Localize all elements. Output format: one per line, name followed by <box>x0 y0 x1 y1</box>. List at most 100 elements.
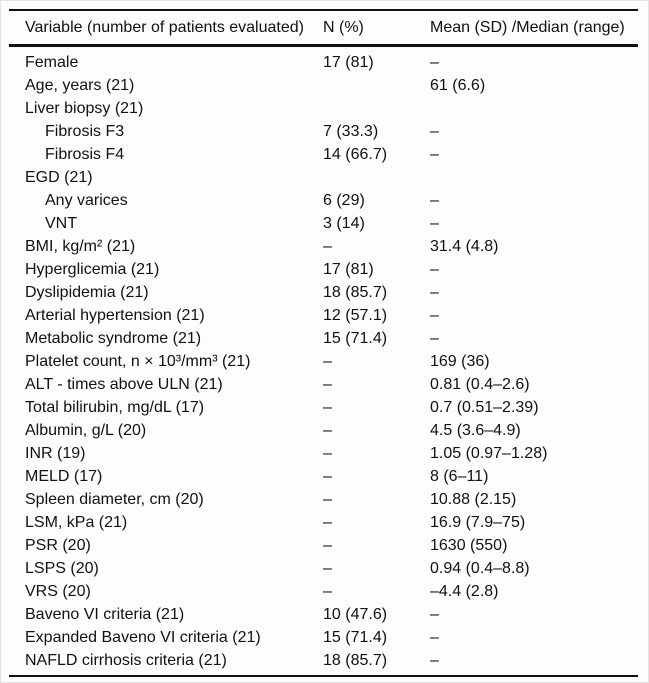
table-row: Female 17 (81) – <box>9 46 638 75</box>
cell-n-percent <box>323 97 430 120</box>
cell-variable: ALT - times above ULN (21) <box>25 376 223 393</box>
patient-characteristics-table: Variable (number of patients evaluated) … <box>9 9 638 677</box>
cell-n-percent: 6 (29) <box>323 192 365 209</box>
table-row: ALT - times above ULN (21) – 0.81 (0.4–2… <box>9 373 638 396</box>
cell-n-percent: 15 (71.4) <box>323 629 388 646</box>
cell-variable: Liver biopsy (21) <box>25 100 144 117</box>
cell-n-percent: – <box>323 468 332 485</box>
cell-mean-median: – <box>430 307 439 324</box>
cell-mean-median: – <box>430 606 439 623</box>
cell-mean-median: – <box>430 123 439 140</box>
table-row: Spleen diameter, cm (20) – 10.88 (2.15) <box>9 488 638 511</box>
cell-n-percent: 7 (33.3) <box>323 123 379 140</box>
cell-mean-median: 61 (6.6) <box>430 77 486 94</box>
cell-variable: Total bilirubin, mg/dL (17) <box>25 399 205 416</box>
cell-variable: Albumin, g/L (20) <box>25 422 147 439</box>
cell-mean-median: 16.9 (7.9–75) <box>430 514 526 531</box>
table-row: PSR (20) – 1630 (550) <box>9 534 638 557</box>
table-row: Hyperglicemia (21) 17 (81) – <box>9 258 638 281</box>
table-header: Variable (number of patients evaluated) … <box>9 10 638 47</box>
cell-n-percent: 18 (85.7) <box>323 652 388 669</box>
cell-variable: Spleen diameter, cm (20) <box>25 491 204 508</box>
cell-mean-median: – <box>430 330 439 347</box>
cell-mean-median: – <box>430 652 439 669</box>
cell-n-percent: – <box>323 376 332 393</box>
table-row: Any varices 6 (29) – <box>9 189 638 212</box>
cell-variable: VNT <box>45 215 77 232</box>
cell-mean-median: – <box>430 284 439 301</box>
cell-mean-median: 1630 (550) <box>430 537 508 554</box>
table-row: VNT 3 (14) – <box>9 212 638 235</box>
cell-mean-median: 0.94 (0.4–8.8) <box>430 560 530 577</box>
table-row: Metabolic syndrome (21) 15 (71.4) – <box>9 327 638 350</box>
table-row: MELD (17) – 8 (6–11) <box>9 465 638 488</box>
cell-mean-median: – <box>430 192 439 209</box>
cell-mean-median <box>430 166 638 189</box>
cell-mean-median: 0.81 (0.4–2.6) <box>430 376 530 393</box>
cell-mean-median: 4.5 (3.6–4.9) <box>430 422 521 439</box>
cell-variable: Fibrosis F3 <box>45 123 125 140</box>
table-row: LSPS (20) – 0.94 (0.4–8.8) <box>9 557 638 580</box>
cell-mean-median: – <box>430 629 439 646</box>
cell-variable: PSR (20) <box>25 537 91 554</box>
table-row: Total bilirubin, mg/dL (17) – 0.7 (0.51–… <box>9 396 638 419</box>
cell-variable: INR (19) <box>25 445 86 462</box>
table-row: VRS (20) – –4.4 (2.8) <box>9 580 638 603</box>
cell-n-percent: 18 (85.7) <box>323 284 388 301</box>
cell-mean-median: – <box>430 54 439 71</box>
cell-n-percent: 15 (71.4) <box>323 330 388 347</box>
cell-n-percent: – <box>323 537 332 554</box>
table-row: BMI, kg/m² (21) – 31.4 (4.8) <box>9 235 638 258</box>
column-header-mean-median: Mean (SD) /Median (range) <box>430 10 638 47</box>
cell-n-percent: 17 (81) <box>323 54 374 71</box>
table-row: INR (19) – 1.05 (0.97–1.28) <box>9 442 638 465</box>
cell-mean-median: 10.88 (2.15) <box>430 491 517 508</box>
cell-variable: Arterial hypertension (21) <box>25 307 205 324</box>
cell-variable: Hyperglicemia (21) <box>25 261 160 278</box>
cell-variable: NAFLD cirrhosis criteria (21) <box>25 652 227 669</box>
cell-n-percent: – <box>323 399 332 416</box>
cell-mean-median: 8 (6–11) <box>430 468 489 485</box>
cell-n-percent: – <box>323 238 332 255</box>
table-row: Platelet count, n × 10³/mm³ (21) – 169 (… <box>9 350 638 373</box>
table-row: Age, years (21) 61 (6.6) <box>9 74 638 97</box>
cell-n-percent: 14 (66.7) <box>323 146 388 163</box>
cell-mean-median: – <box>430 215 439 232</box>
cell-n-percent: – <box>323 560 332 577</box>
table-row: Fibrosis F4 14 (66.7) – <box>9 143 638 166</box>
table-body: Female 17 (81) – Age, years (21) 61 (6.6… <box>9 46 638 677</box>
cell-mean-median: 169 (36) <box>430 353 490 370</box>
cell-n-percent: – <box>323 353 332 370</box>
cell-variable: VRS (20) <box>25 583 91 600</box>
cell-variable: Baveno VI criteria (21) <box>25 606 185 623</box>
cell-variable: Any varices <box>45 192 128 209</box>
header-row: Variable (number of patients evaluated) … <box>9 10 638 47</box>
cell-mean-median <box>430 97 638 120</box>
column-header-n-percent: N (%) <box>323 10 430 47</box>
table-row: Baveno VI criteria (21) 10 (47.6) – <box>9 603 638 626</box>
cell-variable: Fibrosis F4 <box>45 146 125 163</box>
table-row: Dyslipidemia (21) 18 (85.7) – <box>9 281 638 304</box>
cell-mean-median: – <box>430 261 439 278</box>
column-header-variable: Variable (number of patients evaluated) <box>9 10 323 47</box>
cell-variable: LSPS (20) <box>25 560 99 577</box>
table-row: Liver biopsy (21) <box>9 97 638 120</box>
cell-n-percent: 17 (81) <box>323 261 374 278</box>
table-row: EGD (21) <box>9 166 638 189</box>
cell-n-percent: 10 (47.6) <box>323 606 388 623</box>
table-row: Arterial hypertension (21) 12 (57.1) – <box>9 304 638 327</box>
cell-variable: MELD (17) <box>25 468 103 485</box>
cell-mean-median: –4.4 (2.8) <box>430 583 499 600</box>
cell-n-percent: – <box>323 422 332 439</box>
cell-n-percent: 3 (14) <box>323 215 365 232</box>
cell-variable: Female <box>25 54 79 71</box>
cell-variable: Age, years (21) <box>25 77 135 94</box>
cell-variable: EGD (21) <box>25 169 93 186</box>
cell-n-percent: – <box>323 514 332 531</box>
cell-variable: LSM, kPa (21) <box>25 514 128 531</box>
cell-n-percent <box>323 166 430 189</box>
cell-n-percent: – <box>323 583 332 600</box>
cell-mean-median: 1.05 (0.97–1.28) <box>430 445 548 462</box>
cell-n-percent: – <box>323 491 332 508</box>
